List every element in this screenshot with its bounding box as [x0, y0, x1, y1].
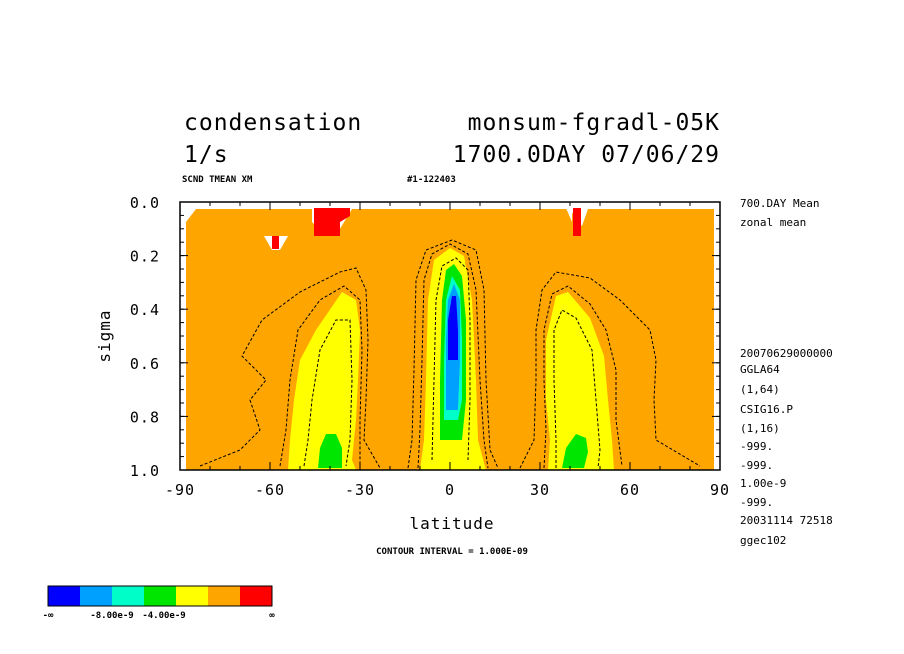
subtitle-right: #1-122403	[407, 175, 456, 185]
white-notch-right	[566, 208, 572, 222]
yellow-region-right	[546, 292, 614, 470]
contour-right-2	[543, 285, 623, 469]
legend-label: -∞	[43, 611, 54, 621]
legend-swatch	[208, 586, 240, 606]
legend-swatch	[176, 586, 208, 606]
red-patch-1	[272, 236, 279, 249]
x-tick-label: 60	[620, 481, 640, 499]
y-tick-label: 0.8	[130, 408, 160, 426]
legend-swatch	[144, 586, 176, 606]
side-info-line: 700.DAY Mean	[740, 197, 819, 210]
title-left-2: 1/s	[184, 142, 229, 168]
subtitle-left: SCND TMEAN XM	[182, 175, 253, 185]
y-tick-label: 0.6	[130, 355, 160, 373]
contour-right-1	[519, 271, 701, 469]
legend-label: -8.00e-9	[90, 611, 133, 621]
contour-center-3	[431, 257, 471, 461]
legend-label: ∞	[269, 611, 275, 621]
side-info-line: -999.	[740, 440, 773, 453]
y-tick-label: 0.0	[130, 194, 160, 212]
dashed-contours	[199, 239, 701, 469]
legend-swatch	[80, 586, 112, 606]
contour-center-1	[417, 243, 489, 469]
legend-frame	[47, 585, 273, 607]
green-region-left	[318, 434, 342, 468]
color-legend: -∞ -8.00e-9 -4.00e-9 ∞	[43, 585, 275, 621]
x-tick-label: 30	[530, 481, 550, 499]
y-axis-label: sigma	[95, 309, 114, 362]
x-tick-label: -90	[165, 481, 195, 499]
contour-interval-label: CONTOUR INTERVAL = 1.000E-09	[376, 547, 528, 557]
green-region-right	[562, 434, 588, 468]
side-info-line: (1,64)	[740, 383, 780, 396]
x-tick-label: -30	[345, 481, 375, 499]
yellow-region-left	[288, 292, 360, 470]
red-patch-2	[314, 208, 350, 236]
contour-left-1	[199, 267, 381, 469]
legend-swatch	[240, 586, 272, 606]
contour-right-3	[553, 309, 601, 469]
red-patch-3	[573, 208, 581, 236]
side-info-line: (1,16)	[740, 422, 780, 435]
legend-swatch	[48, 586, 80, 606]
y-tick-label: 0.2	[130, 248, 160, 266]
title-right-1: monsum-fgradl-05K	[468, 110, 720, 136]
title-right-2: 1700.0DAY 07/06/29	[453, 142, 720, 168]
side-info-line: -999.	[740, 459, 773, 472]
contour-center-2	[407, 239, 499, 469]
x-axis-label: latitude	[409, 514, 494, 533]
contour-left-2	[279, 285, 363, 468]
side-info-line: zonal mean	[740, 216, 806, 229]
x-tick-label: -60	[255, 481, 285, 499]
plot-area: -90 -60 -30 0 30 60 90 0.0 0.2 0.4 0.6 0.8 1.0	[130, 194, 730, 499]
side-info: 700.DAY Mean zonal mean 20070629000000 GGLA…	[740, 197, 833, 547]
side-info-line: 1.00e-9	[740, 477, 786, 490]
side-info-line: 20031114 72518	[740, 514, 833, 527]
side-info-line: 20070629000000	[740, 347, 833, 360]
axis-ticks	[179, 201, 721, 471]
side-info-line: ggec102	[740, 534, 786, 547]
contour-left-3	[303, 319, 353, 467]
blue-region-center	[448, 296, 458, 360]
side-info-line: CSIG16.P	[740, 403, 793, 416]
y-tick-labels: 0.0 0.2 0.4 0.6 0.8 1.0	[130, 194, 160, 480]
side-info-line: GGLA64	[740, 363, 780, 376]
x-tick-label: 90	[710, 481, 730, 499]
x-tick-labels: -90 -60 -30 0 30 60 90	[165, 481, 730, 499]
legend-swatch	[112, 586, 144, 606]
y-tick-label: 1.0	[130, 462, 160, 480]
y-tick-label: 0.4	[130, 301, 160, 319]
side-info-line: -999.	[740, 496, 773, 509]
x-tick-label: 0	[445, 481, 455, 499]
title-left-1: condensation	[184, 110, 362, 136]
legend-label: -4.00e-9	[142, 611, 185, 621]
